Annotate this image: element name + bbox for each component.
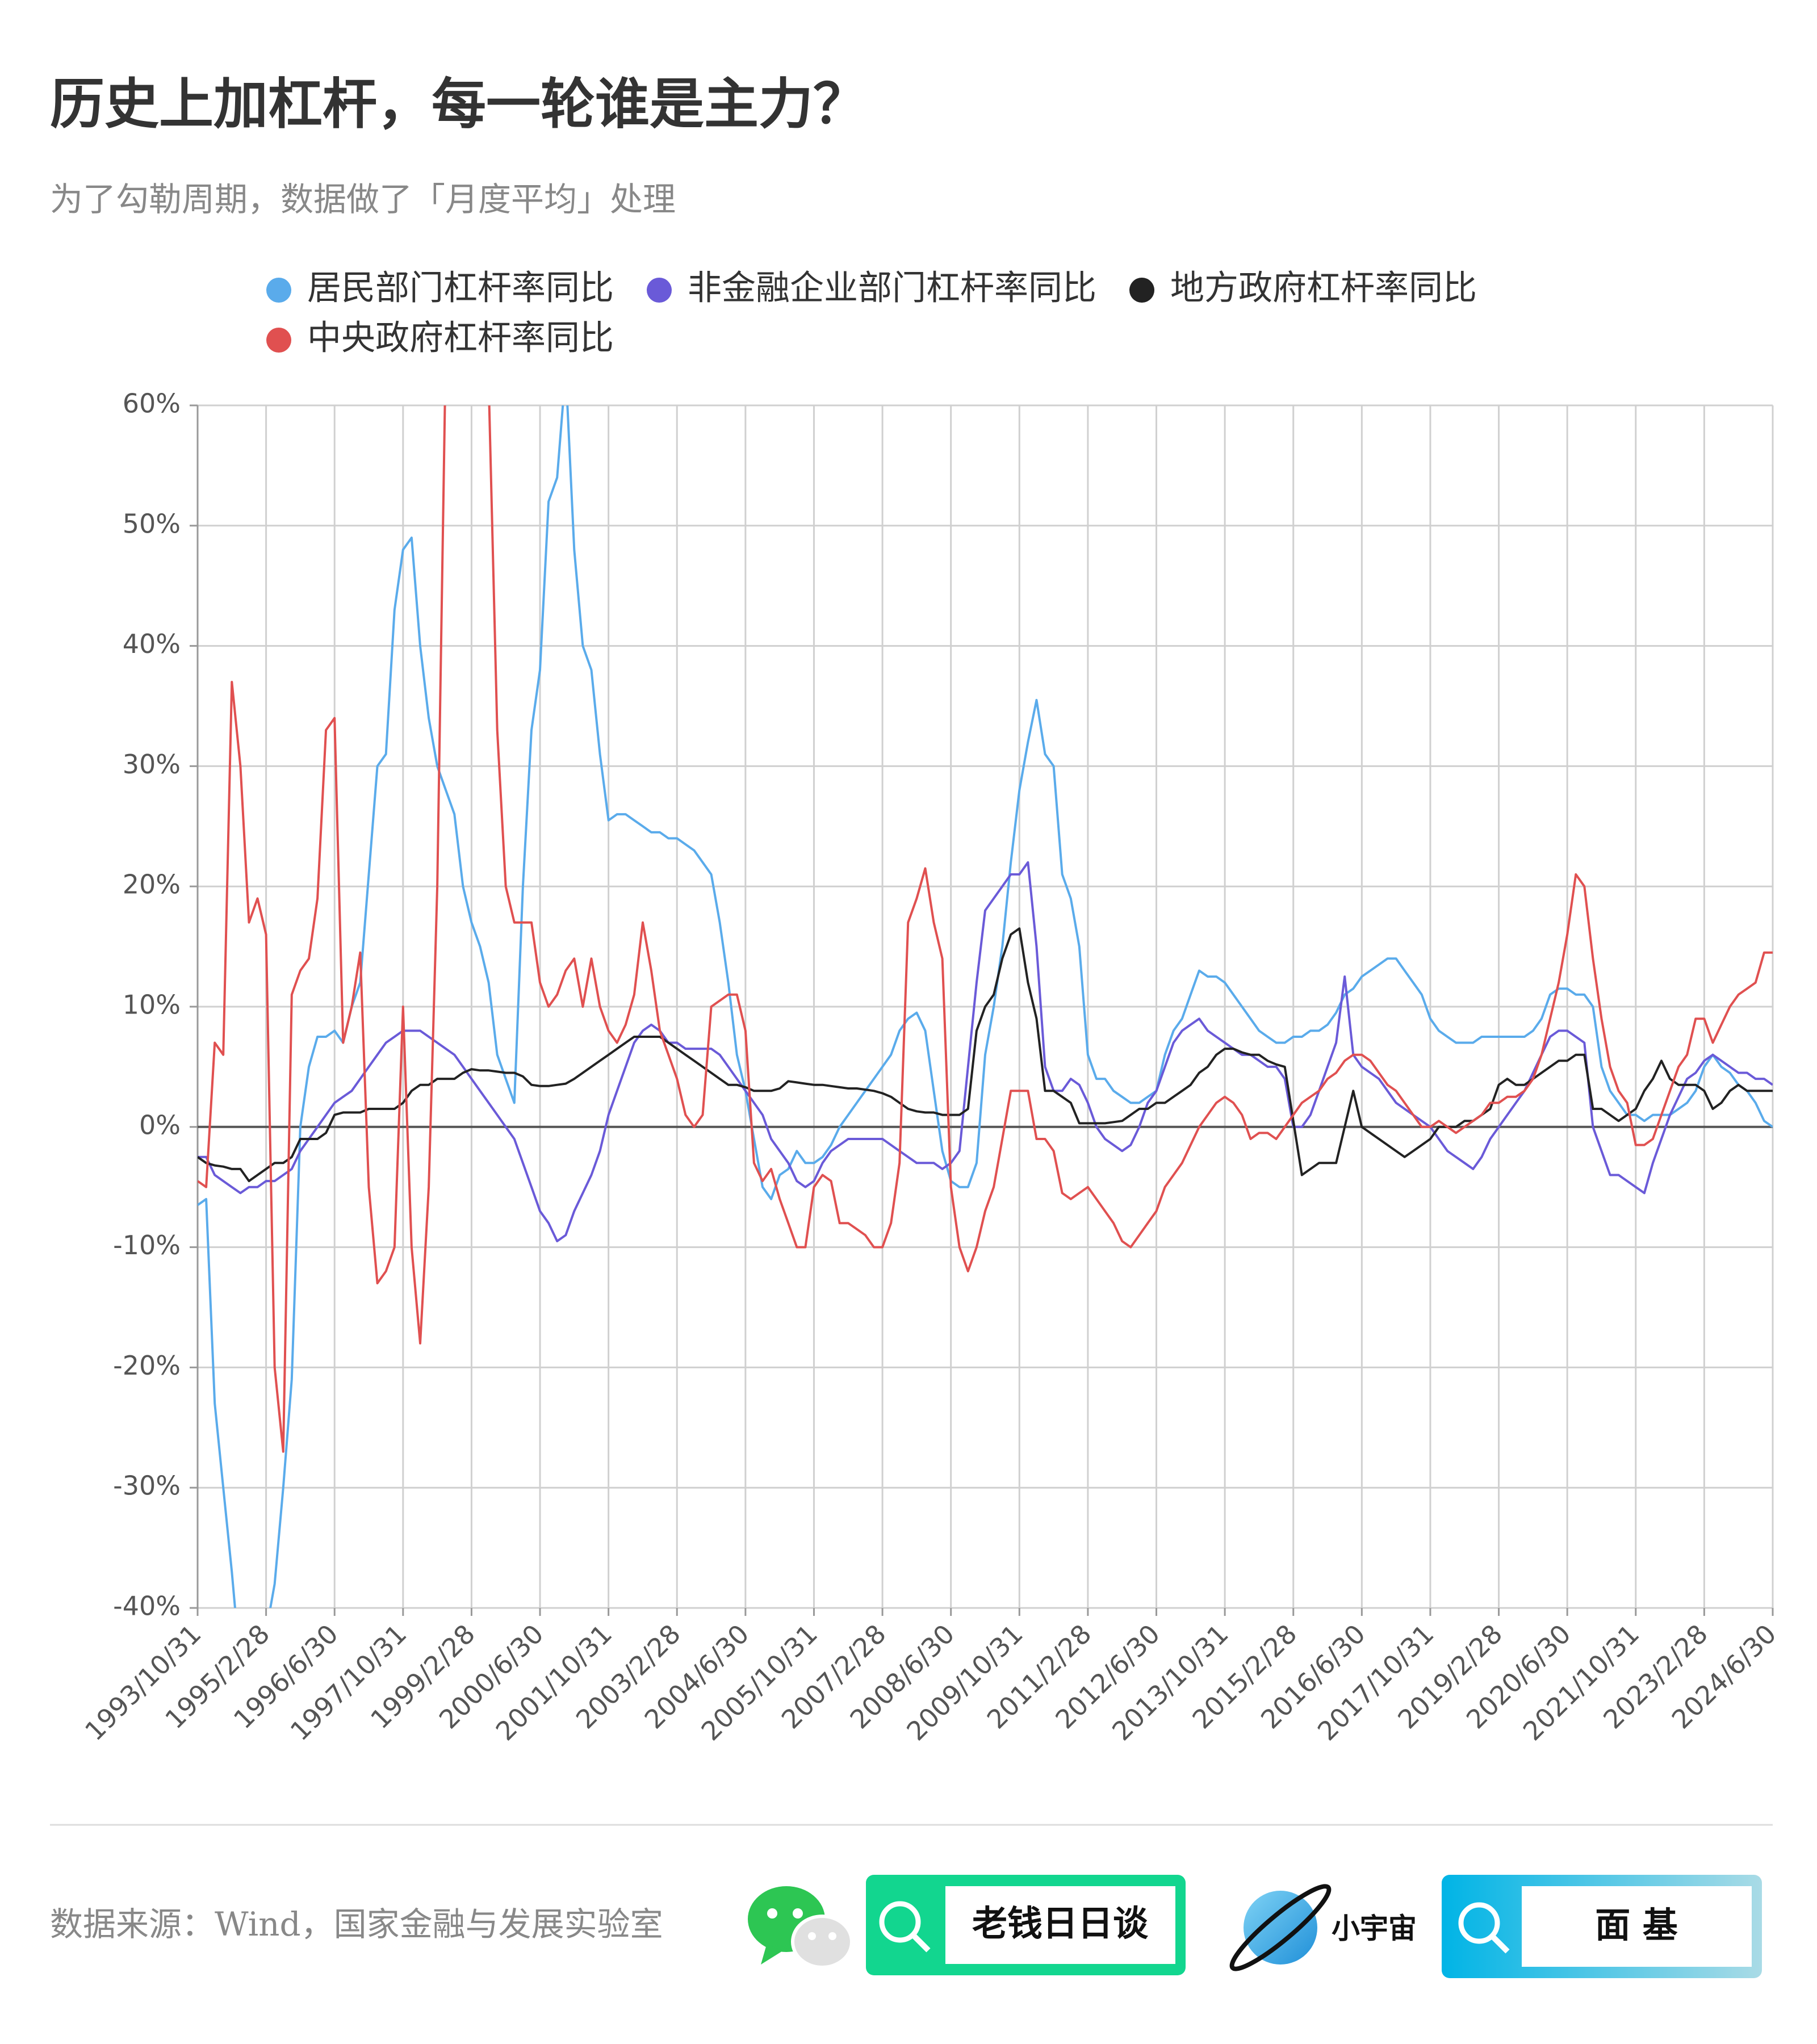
y-tick-label: 60%: [123, 388, 181, 419]
y-tick-label: -10%: [113, 1230, 181, 1260]
y-tick-label: -20%: [113, 1350, 181, 1381]
legend-label: 地方政府杠杆率同比: [1170, 269, 1477, 308]
badge-laoqian: 老钱日日谈: [866, 1875, 1186, 1975]
y-tick-label: 30%: [123, 749, 181, 780]
series-line: [198, 861, 1773, 1242]
series-line: [198, 405, 1773, 1453]
y-tick-label: 10%: [123, 990, 181, 1020]
y-tick-label: 20%: [123, 869, 181, 900]
legend-label: 中央政府杠杆率同比: [307, 319, 614, 358]
xiaoyuzhou-logo: 小宇宙: [1229, 1884, 1417, 1971]
badge-label: 老钱日日谈: [972, 1903, 1149, 1944]
badge-mianji: 面 基: [1442, 1875, 1762, 1978]
plot-lines: [198, 405, 1773, 1608]
legend-label: 居民部门杠杆率同比: [307, 269, 614, 308]
series-line: [198, 927, 1773, 1183]
y-tick-label: -40%: [113, 1591, 181, 1622]
y-tick-label: 40%: [123, 629, 181, 659]
badge-label: 面 基: [1595, 1904, 1678, 1946]
y-tick-label: -30%: [113, 1471, 181, 1501]
badge-label: 小宇宙: [1332, 1912, 1417, 1945]
wechat-icon: [748, 1886, 853, 1969]
source-note: 数据来源：Wind，国家金融与发展实验室: [50, 1905, 663, 1944]
legend-label: 非金融企业部门杠杆率同比: [688, 269, 1096, 308]
legend-marker: [647, 278, 672, 303]
legend-marker: [1129, 278, 1154, 303]
y-tick-label: 50%: [123, 508, 181, 539]
legend-marker: [266, 278, 291, 303]
legend-marker: [266, 328, 291, 353]
y-tick-label: 0%: [139, 1109, 181, 1140]
series-line: [198, 405, 1773, 1608]
chart-title: 历史上加杠杆，每一轮谁是主力？: [50, 72, 868, 136]
chart-subtitle: 为了勾勒周期，数据做了「月度平均」处理: [50, 180, 676, 219]
